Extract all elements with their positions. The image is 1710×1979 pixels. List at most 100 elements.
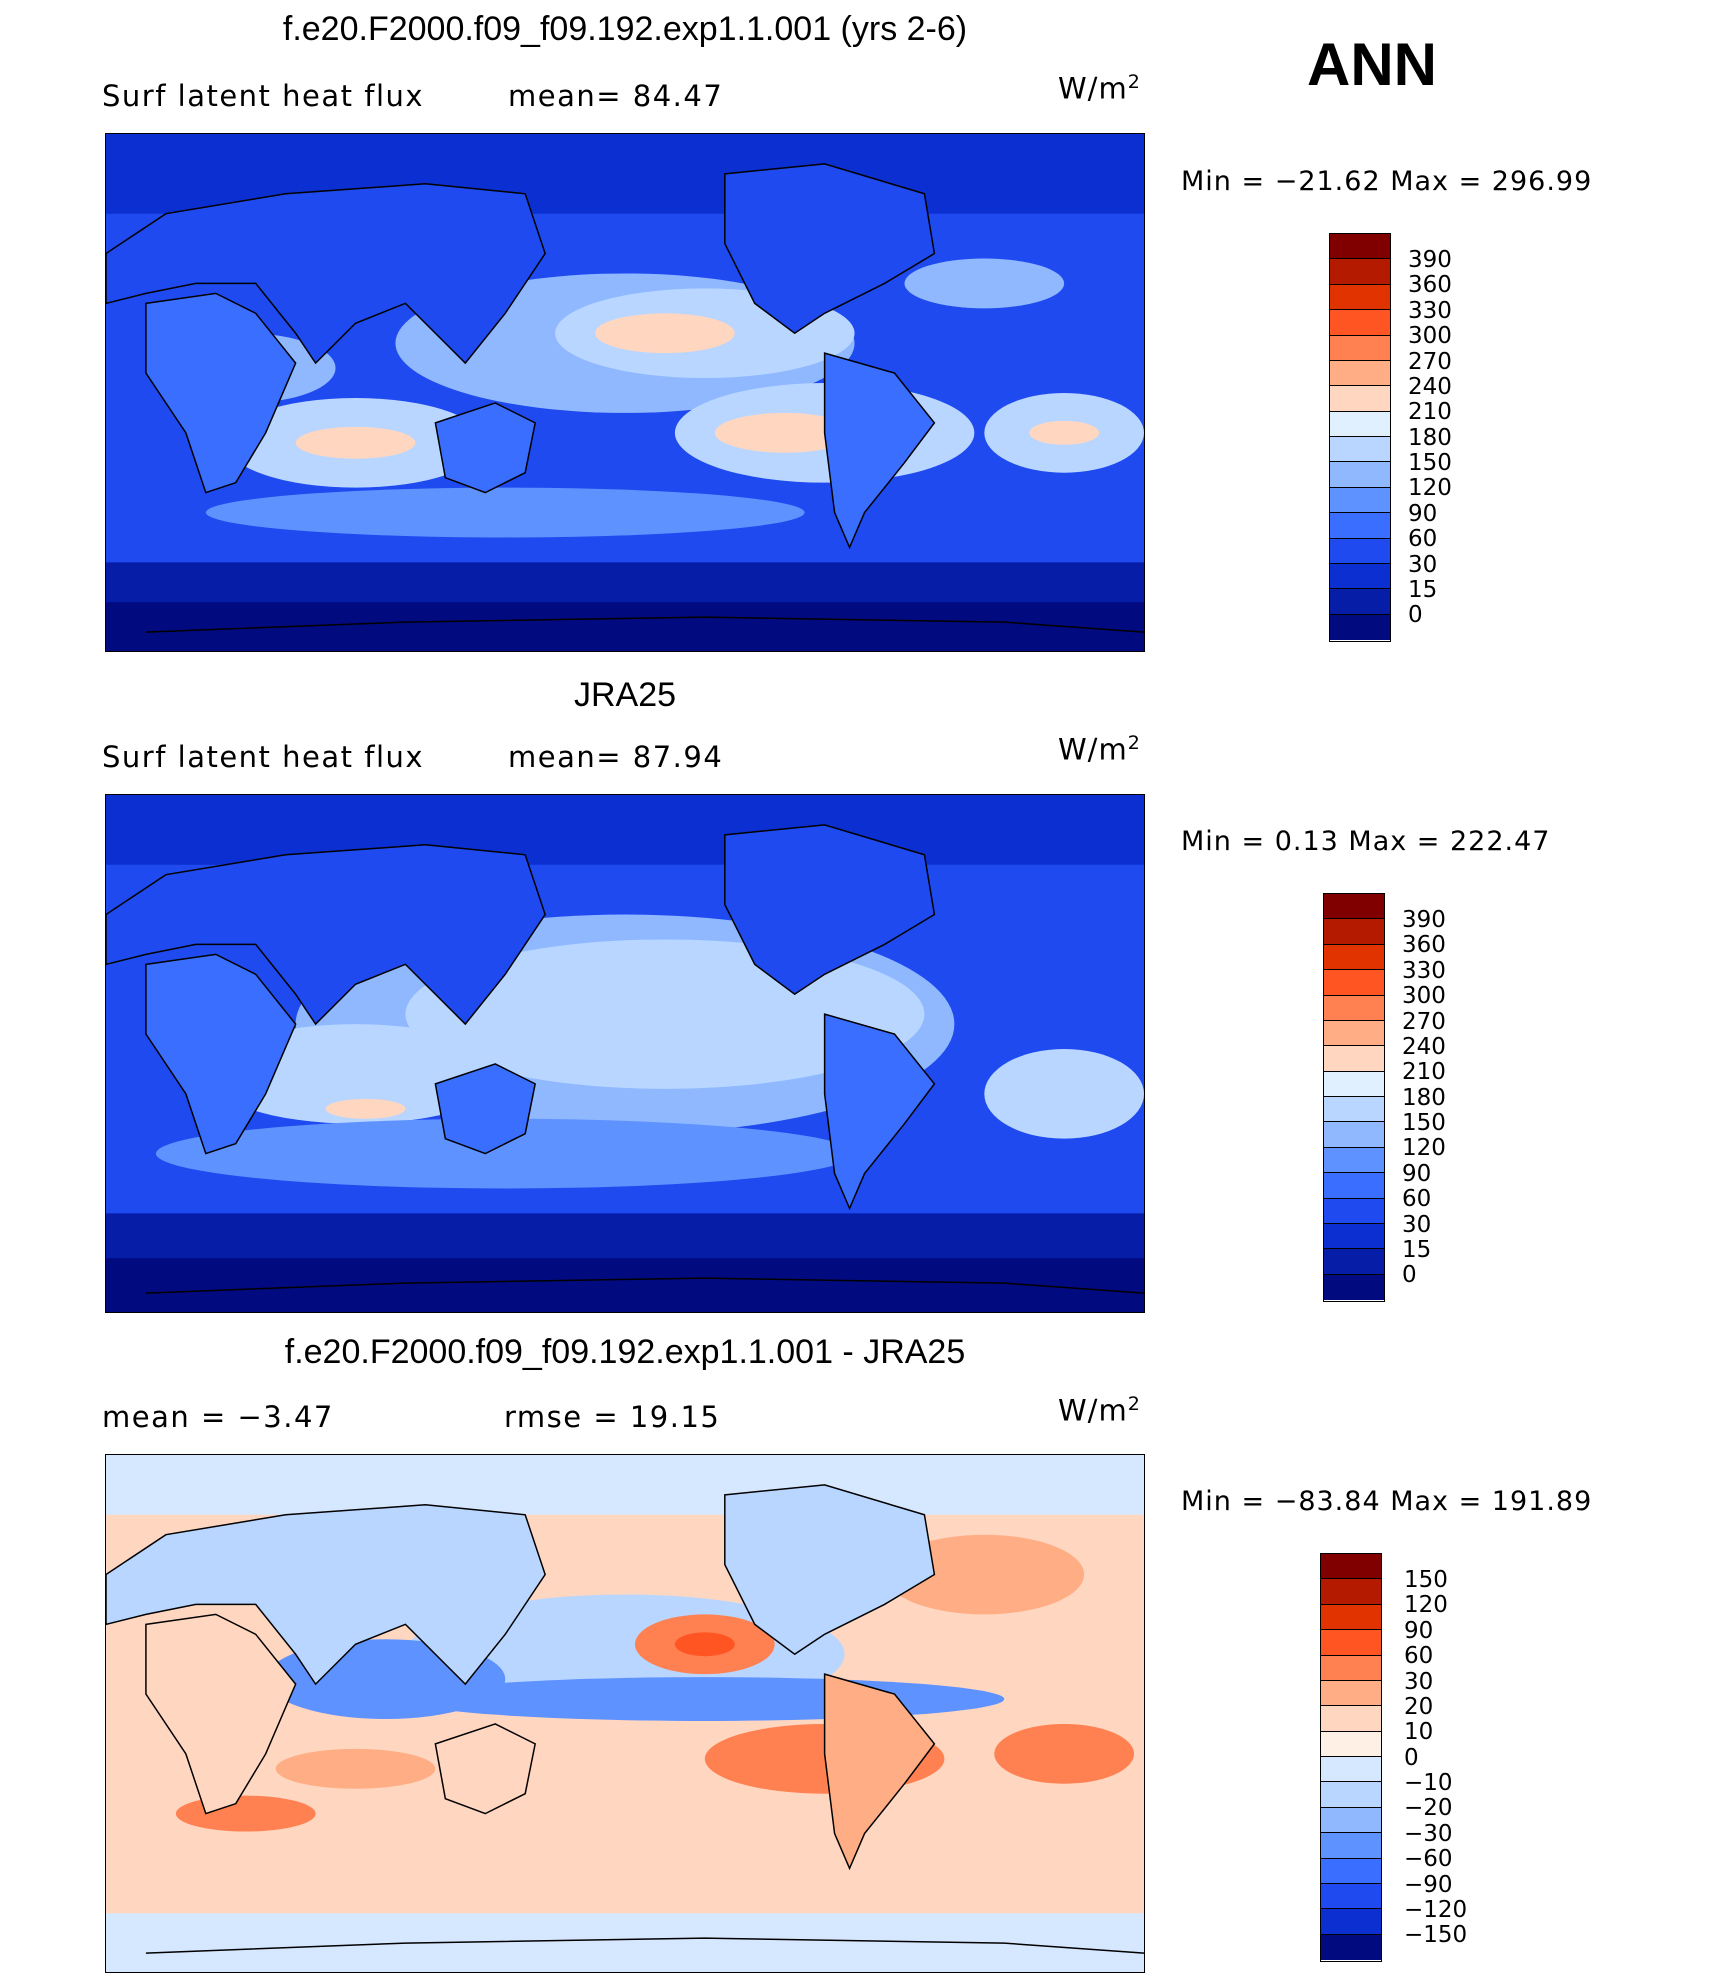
panel-model-colorbar-ticks: 390 360 330 300 270 240 210 180 150 120 90 60 30 15 0: [1408, 247, 1452, 629]
colorbar-swatch: [1324, 1020, 1384, 1047]
colorbar-tick-label: 360: [1408, 272, 1452, 299]
colorbar-swatch: [1324, 1274, 1384, 1300]
panel-diff-rmse-label: rmse = 19.15: [504, 1400, 721, 1434]
colorbar-swatch: [1330, 487, 1390, 514]
diff-map-svg: [106, 1455, 1144, 1972]
panel-model-mean-label: mean= 84.47: [508, 79, 724, 113]
colorbar-tick-label: 60: [1402, 1186, 1432, 1213]
panel-obs-colorbar-ticks: 390 360 330 300 270 240 210 180 150 120 90 60 30 15 0: [1402, 907, 1446, 1289]
colorbar-swatch: [1321, 1757, 1381, 1783]
colorbar-tick-label: 0: [1408, 602, 1423, 629]
colorbar-tick-label: 270: [1408, 348, 1452, 375]
panel-diff-colorbar: [1320, 1553, 1382, 1962]
panel-diff-mean-label: mean = −3.47: [102, 1400, 334, 1434]
panel-diff-minmax: Min = −83.84 Max = 191.89: [1181, 1486, 1593, 1517]
model-map-svg: [106, 134, 1144, 651]
panel-obs-mean-label: mean= 87.94: [508, 740, 724, 774]
colorbar-swatch: [1324, 1223, 1384, 1250]
colorbar-swatch: [1330, 259, 1390, 285]
panel-obs-minmax: Min = 0.13 Max = 222.47: [1181, 826, 1551, 857]
colorbar-tick-label: −20: [1404, 1795, 1453, 1822]
colorbar-swatch: [1324, 1249, 1384, 1275]
colorbar-swatch: [1321, 1782, 1381, 1808]
colorbar-tick-label: 30: [1408, 551, 1438, 578]
obs-map-svg: [106, 795, 1144, 1312]
colorbar-tick-label: 180: [1402, 1084, 1446, 1111]
colorbar-tick-label: 60: [1408, 526, 1438, 553]
panel-model-colorbar: [1329, 233, 1391, 642]
colorbar-swatch: [1324, 1046, 1384, 1072]
panel-diff-map: [105, 1454, 1145, 1973]
colorbar-swatch: [1324, 1198, 1384, 1224]
colorbar-tick-label: −120: [1404, 1896, 1468, 1923]
colorbar-tick-label: 15: [1402, 1236, 1432, 1263]
colorbar-swatch: [1321, 1579, 1381, 1605]
colorbar-tick-label: 30: [1402, 1211, 1432, 1238]
colorbar-swatch: [1321, 1858, 1381, 1884]
colorbar-swatch: [1324, 1173, 1384, 1199]
colorbar-tick-label: −30: [1404, 1820, 1453, 1847]
colorbar-swatch: [1324, 970, 1384, 996]
colorbar-swatch: [1321, 1706, 1381, 1732]
colorbar-swatch: [1324, 1071, 1384, 1097]
colorbar-swatch: [1324, 894, 1384, 920]
colorbar-tick-label: 120: [1404, 1592, 1448, 1619]
colorbar-tick-label: 120: [1402, 1135, 1446, 1162]
colorbar-tick-label: 0: [1404, 1744, 1419, 1771]
colorbar-swatch: [1330, 284, 1390, 311]
colorbar-tick-label: 270: [1402, 1008, 1446, 1035]
colorbar-swatch: [1324, 1122, 1384, 1148]
panel-model-title: f.e20.F2000.f09_f09.192.exp1.1.001 (yrs …: [282, 10, 968, 48]
colorbar-tick-label: 120: [1408, 475, 1452, 502]
colorbar-swatch: [1330, 614, 1390, 640]
colorbar-tick-label: 20: [1404, 1693, 1434, 1720]
colorbar-swatch: [1330, 310, 1390, 336]
colorbar-tick-label: 330: [1402, 957, 1446, 984]
colorbar-tick-label: 150: [1404, 1567, 1448, 1593]
colorbar-swatch: [1321, 1909, 1381, 1935]
colorbar-swatch: [1330, 513, 1390, 539]
colorbar-swatch: [1330, 589, 1390, 615]
colorbar-swatch: [1324, 944, 1384, 971]
colorbar-swatch: [1321, 1655, 1381, 1681]
colorbar-swatch: [1321, 1630, 1381, 1656]
colorbar-tick-label: 150: [1402, 1110, 1446, 1136]
colorbar-swatch: [1321, 1807, 1381, 1834]
colorbar-tick-label: 15: [1408, 576, 1438, 603]
colorbar-swatch: [1324, 919, 1384, 945]
colorbar-tick-label: −10: [1404, 1770, 1453, 1796]
colorbar-swatch: [1330, 538, 1390, 564]
colorbar-swatch: [1321, 1731, 1381, 1757]
colorbar-tick-label: 90: [1408, 500, 1438, 527]
panel-model-variable-label: Surf latent heat flux: [102, 79, 425, 113]
colorbar-swatch: [1330, 563, 1390, 590]
colorbar-tick-label: −60: [1404, 1846, 1453, 1873]
panel-obs-title: JRA25: [573, 676, 677, 714]
colorbar-tick-label: 390: [1402, 907, 1446, 933]
colorbar-swatch: [1330, 335, 1390, 361]
colorbar-swatch: [1330, 437, 1390, 463]
panel-obs-units: W/m2: [1058, 732, 1141, 767]
colorbar-swatch: [1324, 995, 1384, 1021]
colorbar-tick-label: 90: [1402, 1160, 1432, 1187]
colorbar-tick-label: 330: [1408, 297, 1452, 324]
colorbar-tick-label: 360: [1402, 932, 1446, 959]
panel-model-units: W/m2: [1058, 71, 1141, 106]
colorbar-tick-label: 300: [1402, 983, 1446, 1010]
colorbar-swatch: [1324, 1097, 1384, 1123]
colorbar-swatch: [1321, 1934, 1381, 1960]
colorbar-tick-label: 0: [1402, 1262, 1417, 1289]
colorbar-tick-label: 240: [1408, 373, 1452, 400]
panel-diff-units: W/m2: [1058, 1393, 1141, 1428]
colorbar-swatch: [1321, 1680, 1381, 1707]
colorbar-tick-label: −150: [1404, 1922, 1468, 1949]
colorbar-swatch: [1324, 1147, 1384, 1174]
colorbar-tick-label: 60: [1404, 1643, 1434, 1670]
season-label: ANN: [1307, 31, 1437, 98]
panel-obs-map: [105, 794, 1145, 1313]
colorbar-tick-label: 180: [1408, 424, 1452, 451]
panel-obs-variable-label: Surf latent heat flux: [102, 740, 425, 774]
colorbar-swatch: [1330, 386, 1390, 412]
colorbar-tick-label: −90: [1404, 1871, 1453, 1898]
colorbar-swatch: [1321, 1554, 1381, 1580]
